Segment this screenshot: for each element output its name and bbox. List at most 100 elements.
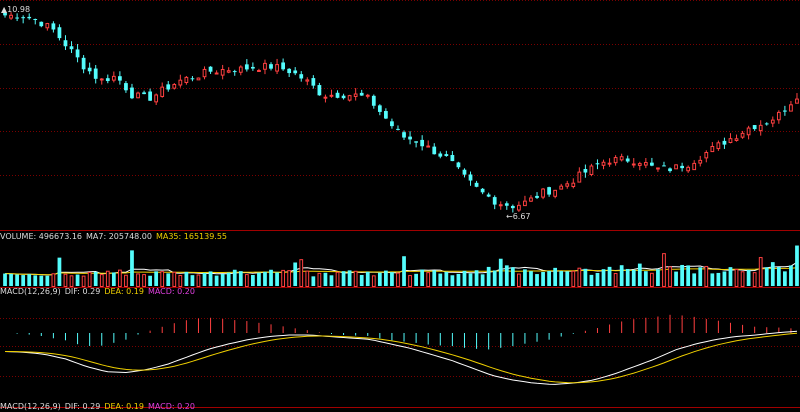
volume-bar-down — [432, 270, 437, 286]
candle-body-down — [51, 23, 56, 30]
candle-body-down — [93, 68, 98, 79]
candle-body-up — [257, 69, 261, 72]
candle-body-down — [208, 66, 213, 72]
candle-body-down — [15, 17, 19, 19]
volume-bar-down — [474, 270, 479, 286]
volume-bar-down — [601, 269, 606, 286]
volume-bar-down — [238, 271, 243, 286]
volume-bar-down — [722, 271, 727, 286]
candle-body-up — [498, 204, 503, 207]
high-arrow-icon: ▲ — [1, 5, 8, 14]
volume-bar-down — [529, 271, 533, 286]
low-price-marker: ←6.67 — [506, 212, 531, 221]
volume-bar-up — [371, 275, 376, 288]
volume-bar-down — [462, 270, 467, 286]
candle-body-up — [710, 145, 715, 153]
candle-body-up — [740, 132, 745, 138]
candle-body-down — [27, 16, 32, 19]
candle-body-up — [776, 111, 781, 121]
volume-ma-lines — [4, 261, 798, 276]
candlestick-series[interactable] — [3, 11, 799, 213]
volume-bar-down — [795, 245, 799, 286]
volume-bar-down — [257, 272, 261, 286]
candle-body-up — [214, 72, 219, 75]
volume-bar-down — [93, 271, 98, 286]
candle-body-up — [577, 171, 582, 183]
volume-ma35-line — [4, 267, 798, 276]
candle-body-up — [111, 75, 116, 81]
volume-bar-up — [396, 272, 400, 287]
candle-body-up — [686, 166, 691, 172]
candle-body-up — [589, 165, 594, 176]
volume-bar-down — [414, 273, 418, 286]
candle-body-up — [553, 189, 558, 197]
volume-bar-down — [692, 273, 697, 286]
candle-body-up — [305, 79, 310, 82]
candle-body-down — [384, 111, 388, 119]
candle-body-down — [269, 64, 273, 69]
volume-bar-down — [776, 266, 781, 286]
volume-bar-up — [160, 271, 165, 287]
volume-bar-up — [758, 257, 763, 287]
candle-body-up — [656, 167, 660, 170]
volume-bar-down — [15, 274, 19, 286]
volume-bar-down — [728, 267, 733, 286]
volume-bar-up — [172, 271, 177, 287]
volume-bar-down — [251, 274, 255, 286]
volume-bar-down — [789, 265, 793, 286]
volume-bar-down — [583, 268, 588, 286]
arrow-left-icon: ← — [506, 212, 513, 221]
candle-body-up — [365, 94, 370, 97]
volume-bar-down — [111, 272, 116, 286]
candle-body-up — [323, 96, 328, 99]
volume-bar-down — [456, 273, 461, 286]
candle-body-down — [468, 174, 473, 181]
volume-bar-down — [631, 269, 636, 286]
volume-bar-down — [480, 274, 485, 286]
volume-bar-down — [263, 271, 267, 286]
candle-body-up — [275, 64, 279, 72]
macd-title: MACD(12,26,9) — [0, 287, 61, 296]
candle-body-up — [136, 92, 140, 99]
candle-body-down — [287, 68, 292, 74]
candle-body-down — [142, 92, 146, 95]
volume-bar-down — [656, 269, 660, 286]
candle-body-down — [504, 203, 509, 206]
macd-dif-repeat: DIF: 0.29 — [64, 402, 101, 411]
candle-body-up — [795, 98, 799, 104]
volume-bar-down — [57, 257, 62, 286]
volume-bar-down — [293, 262, 298, 286]
volume-bar-down — [384, 270, 388, 286]
candle-body-down — [474, 182, 479, 187]
volume-bar-down — [595, 272, 600, 286]
volume-bar-down — [643, 271, 648, 286]
volume-bar-down — [9, 273, 13, 286]
macd-dea-repeat: DEA: 0.19 — [104, 402, 144, 411]
candle-body-up — [353, 93, 358, 97]
volume-bar-up — [105, 270, 110, 288]
volume-bar-down — [347, 270, 352, 286]
candle-body-up — [601, 161, 606, 166]
candle-body-up — [613, 157, 618, 164]
volume-bar-down — [607, 266, 612, 286]
candle-body-down — [359, 92, 364, 96]
candle-body-up — [238, 66, 243, 73]
candle-body-down — [492, 197, 497, 205]
volume-bar-down — [269, 269, 273, 286]
volume-bar-down — [770, 262, 775, 286]
volume-bar-down — [154, 271, 159, 286]
volume-bar-down — [698, 267, 703, 286]
candle-body-down — [118, 76, 122, 81]
volume-bar-up — [63, 273, 68, 287]
volume-bar-up — [650, 272, 654, 288]
volume-bar-down — [33, 275, 38, 286]
candle-body-up — [196, 77, 201, 81]
volume-bar-up — [124, 274, 128, 288]
volume-bar-down — [377, 272, 382, 286]
macd-histogram — [16, 314, 792, 350]
volume-bar-up — [571, 270, 576, 287]
volume-bar-down — [438, 273, 443, 286]
volume-bar-down — [444, 271, 449, 286]
candle-body-up — [631, 163, 636, 166]
